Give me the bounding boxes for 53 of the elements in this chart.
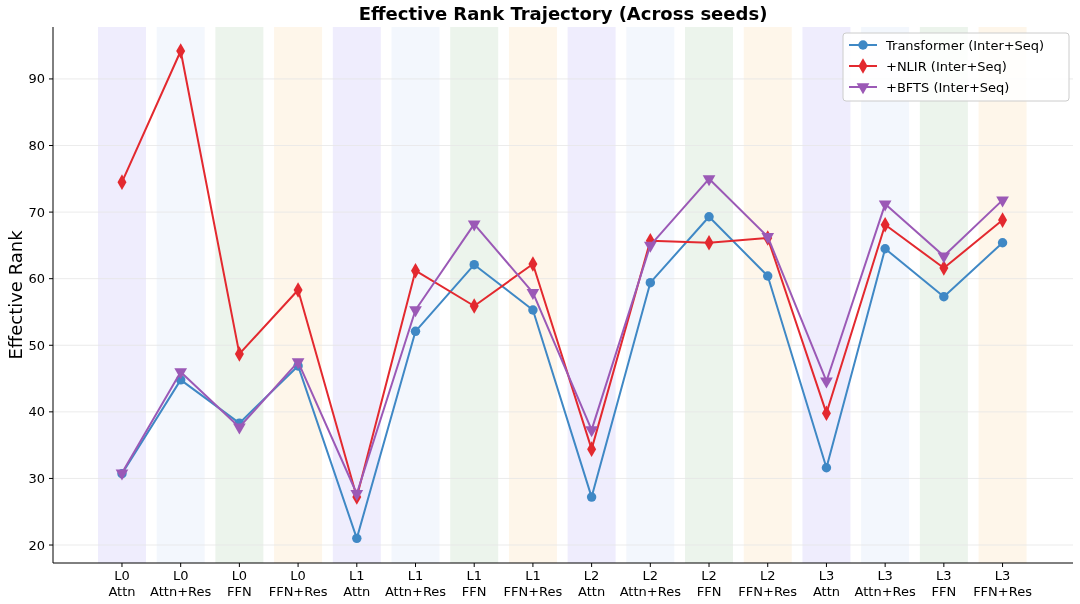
x-tick-label: L3 FFN [931,568,957,599]
chart-title: Effective Rank Trajectory (Across seeds) [358,3,768,24]
x-tick-label: L2 Attn+Res [619,568,682,599]
y-tick-label: 20 [28,537,45,553]
point [763,271,773,281]
point [939,291,949,302]
point [704,212,714,222]
x-tick-label: L3 FFN+Res [973,568,1033,599]
point [821,463,832,473]
y-tick-label: 30 [28,470,45,486]
y-tick-label: 40 [28,404,45,420]
x-tick-label: L1 Attn+Res [384,568,447,599]
y-tick-label: 90 [28,71,45,87]
x-tick-label: L0 Attn+Res [150,568,212,599]
y-tick-label: 50 [28,337,45,353]
point [467,220,481,232]
point [643,241,657,253]
legend-label: Transformer (Inter+Seq) [885,37,1045,53]
point [702,175,716,187]
point [585,426,598,438]
point [820,377,833,389]
x-tick-label: L1 FFN+Res [503,568,563,599]
x-tick-label: L2 Attn [578,568,606,599]
x-tick-label: L3 Attn [812,568,840,599]
x-tick-label: L0 FFN+Res [268,568,328,599]
legend-label: +NLIR (Inter+Seq) [886,58,1007,74]
x-tick-label: L3 Attn+Res [854,568,916,599]
x-tick-label: L1 Attn [343,568,371,599]
y-tick-label: 60 [28,271,45,287]
x-tick-label: L0 Attn [108,568,136,599]
point [997,238,1008,248]
point [878,200,892,212]
x-tick-label: L0 FFN [227,568,252,599]
legend-label: +BFTS (Inter+Seq) [886,79,1010,95]
x-tick-label: L1 FFN [461,568,487,599]
y-axis-title: Effective Rank [5,229,26,360]
point [528,305,538,315]
point [410,326,421,336]
point [880,244,890,254]
point [233,423,246,435]
x-tick-label: L2 FFN+Res [738,568,798,599]
point [409,306,422,318]
point [174,368,188,380]
point [645,277,656,288]
point [586,492,597,502]
y-tick-label: 70 [28,204,45,220]
point [996,196,1009,208]
x-tick-label: L2 FFN [696,568,722,599]
point [937,252,951,264]
point [469,259,479,270]
point [352,533,362,544]
y-tick-label: 80 [28,138,45,154]
point [526,289,540,301]
